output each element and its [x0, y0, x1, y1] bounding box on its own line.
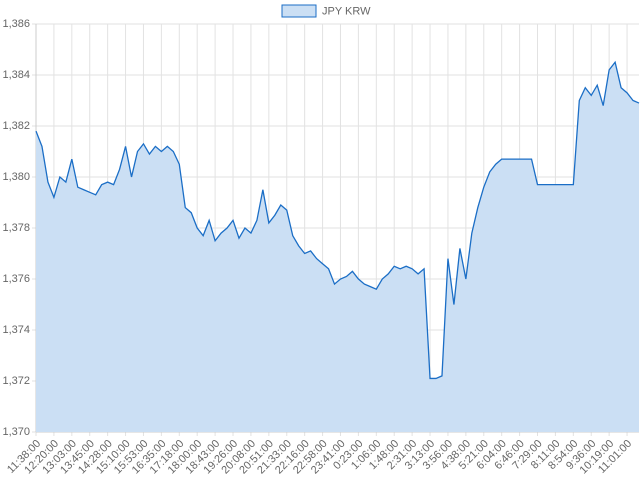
- legend-swatch: [281, 4, 317, 18]
- legend: JPY KRW: [281, 4, 371, 18]
- y-tick-label: 1,378: [2, 222, 30, 234]
- y-tick-label: 1,374: [2, 324, 30, 336]
- y-tick-label: 1,384: [2, 69, 30, 81]
- legend-label: JPY KRW: [322, 5, 371, 17]
- area: [36, 62, 639, 432]
- y-tick-label: 1,380: [2, 171, 30, 183]
- y-tick-label: 1,372: [2, 375, 30, 387]
- y-tick-label: 1,376: [2, 273, 30, 285]
- y-tick-label: 1,370: [2, 426, 30, 438]
- line: [35, 60, 640, 380]
- y-tick-label: 1,386: [2, 18, 30, 30]
- y-tick-label: 1,382: [2, 120, 30, 132]
